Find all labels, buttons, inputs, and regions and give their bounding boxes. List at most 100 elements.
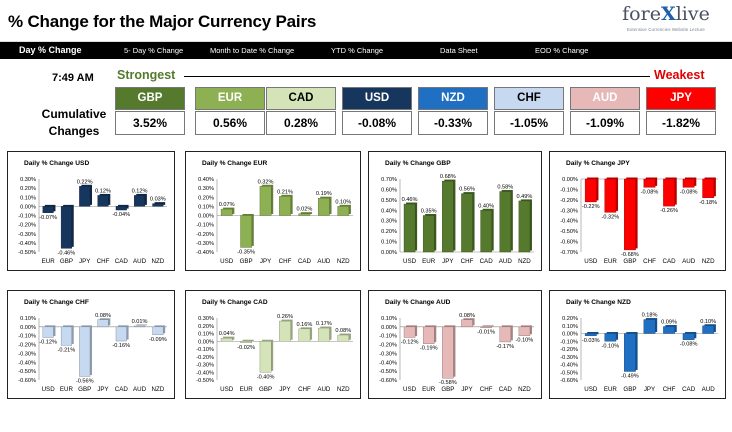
bar-usd <box>403 326 416 338</box>
x-tick-label: EUR <box>240 386 254 393</box>
bar-gbp <box>624 178 636 251</box>
x-tick-label: GBP <box>623 386 636 393</box>
chart-svg: Daily % Change AUD 0.10% 0.00% -0.10% -0.20%… <box>379 299 534 393</box>
data-label: 0.04% <box>219 331 235 337</box>
chart-nzd: Daily % Change NZD 0.20% 0.10% 0.00% -0.10% -… <box>549 290 726 399</box>
nav-eod-change[interactable]: EOD % Change <box>535 46 589 55</box>
y-tick-label: 0.00% <box>381 250 397 256</box>
data-label: -0.40% <box>257 374 275 380</box>
x-tick-label: JPY <box>644 386 655 393</box>
data-label: -0.10% <box>601 343 619 349</box>
x-tick-label: CHF <box>643 258 656 265</box>
cumulative-changes-label: Cumulative Changes <box>41 107 107 138</box>
bar-cad <box>298 213 311 216</box>
data-label: -0.17% <box>496 344 514 350</box>
bar-nzd <box>337 334 350 342</box>
y-tick-label: 0.10% <box>20 316 36 322</box>
bar-aud <box>134 325 146 328</box>
data-label: 0.01% <box>132 319 148 325</box>
chart-title: Daily % Change AUD <box>385 299 451 306</box>
x-tick-label: CHF <box>663 386 676 393</box>
data-label: -0.07% <box>39 215 57 221</box>
x-tick-label: GBP <box>240 258 253 265</box>
data-label: 0.03% <box>150 197 166 203</box>
currency-change: -0.08% <box>342 111 412 135</box>
bar-gbp <box>240 215 252 248</box>
y-tick-label: -0.50% <box>18 250 36 256</box>
forexlive-logo[interactable]: foreXlive Extensive Currencies Website L… <box>612 3 720 37</box>
x-tick-label: CHF <box>298 386 311 393</box>
bar-aud <box>682 178 695 188</box>
x-tick-label: AUD <box>133 258 147 265</box>
bar-usd <box>42 326 54 338</box>
chart-title: Daily % Change CHF <box>24 299 89 306</box>
x-tick-label: NZD <box>151 386 164 393</box>
bar-nzd <box>518 200 531 253</box>
currency-box-aud: AUD -1.09% <box>570 87 640 135</box>
chart-svg: Daily % Change NZD0.20%0.10%0.00%-0.10%-… <box>560 299 718 393</box>
data-label: 0.08% <box>95 313 111 319</box>
bar-eur <box>240 341 252 343</box>
bar-aud <box>318 327 330 342</box>
x-tick-label: GBP <box>441 386 454 393</box>
chart-title: Daily % Change CAD <box>202 299 268 306</box>
chart-gbp: Daily % Change GBP 0.70% 0.60% 0.50% 0.40% 0.… <box>368 151 542 271</box>
y-tick-label: -0.10% <box>560 339 578 345</box>
bar-chf <box>663 326 675 334</box>
currency-box-chf: CHF -1.05% <box>494 87 564 135</box>
y-tick-label: 0.10% <box>562 324 578 330</box>
y-tick-label: -0.40% <box>560 219 578 225</box>
bar-gbp <box>442 326 454 379</box>
x-tick-label: CAD <box>480 258 494 265</box>
data-label: -0.58% <box>439 380 457 386</box>
nav-data-sheet[interactable]: Data Sheet <box>440 46 478 55</box>
currency-change: 0.56% <box>195 111 265 135</box>
x-tick-label: NZD <box>337 386 350 393</box>
y-tick-label: -0.40% <box>196 250 214 256</box>
bar-usd <box>584 333 597 337</box>
nav-month-to-date[interactable]: Month to Date % Change <box>210 46 295 55</box>
currency-name: USD <box>342 87 412 110</box>
y-tick-label: -0.50% <box>560 229 578 235</box>
bar-eur <box>42 206 54 213</box>
nav-ytd-change[interactable]: YTD % Change <box>331 46 384 55</box>
x-tick-label: AUD <box>317 258 331 265</box>
data-label: 0.10% <box>700 319 716 325</box>
y-tick-label: -0.30% <box>18 351 36 357</box>
data-label: -0.22% <box>582 204 600 210</box>
chart-svg: Daily % Change EUR0.40%0.30%0.20%0.10%0.… <box>196 160 353 265</box>
x-tick-label: EUR <box>422 258 436 265</box>
chart-svg: Daily % Change GBP 0.70% 0.60% 0.50% 0.40% 0.… <box>381 160 534 265</box>
y-tick-label: 0.00% <box>562 177 578 183</box>
y-tick-label: 0.00% <box>198 339 214 345</box>
bar-shadow <box>300 212 313 214</box>
y-tick-label: 0.30% <box>20 177 36 183</box>
bar-eur <box>604 178 617 213</box>
nav-day-change[interactable]: Day % Change <box>19 45 82 55</box>
y-tick-label: 0.20% <box>381 229 397 235</box>
data-label: 0.17% <box>316 321 332 327</box>
data-label: 0.07% <box>219 202 235 208</box>
currency-box-usd: USD -0.08% <box>342 87 412 135</box>
bar-jpy <box>442 180 454 253</box>
bar-jpy <box>461 319 473 328</box>
bar-usd <box>403 203 416 253</box>
data-label: 0.40% <box>478 203 494 209</box>
chart-title: Daily % Change NZD <box>566 299 631 306</box>
x-tick-label: JPY <box>461 386 472 393</box>
x-tick-label: GBP <box>60 258 73 265</box>
currency-box-gbp: GBP 3.52% <box>115 87 185 135</box>
x-tick-label: CAD <box>115 258 129 265</box>
x-tick-label: NZD <box>518 386 531 393</box>
header-bar: % Change for the Major Currency Pairs fo… <box>0 0 732 42</box>
y-tick-label: 0.50% <box>381 198 397 204</box>
bar-jpy <box>259 186 272 216</box>
data-label: 0.10% <box>335 199 351 205</box>
x-tick-label: USD <box>220 386 234 393</box>
bar-aud <box>702 325 715 334</box>
bar-chf <box>480 326 492 328</box>
logo-wordmark: foreXlive <box>622 3 710 25</box>
y-tick-label: 0.00% <box>20 325 36 331</box>
y-tick-label: 0.20% <box>198 324 214 330</box>
nav-5day-change[interactable]: 5- Day % Change <box>124 46 184 55</box>
